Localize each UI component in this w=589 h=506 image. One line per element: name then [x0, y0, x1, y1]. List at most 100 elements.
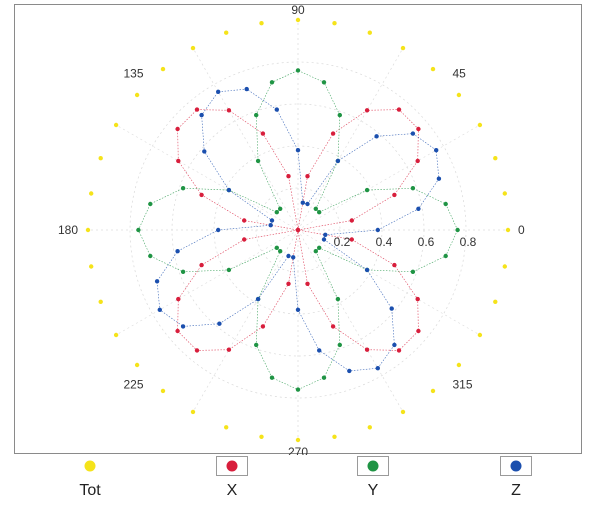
point-z-22: [180, 324, 186, 329]
grid-circle-1: [213, 145, 383, 315]
point-z-20: [154, 279, 160, 284]
point-y-23: [278, 249, 283, 254]
point-x-8: [305, 174, 310, 179]
legend-dot-z: [510, 460, 522, 472]
point-z-17: [268, 223, 273, 228]
point-tot-30: [400, 409, 406, 415]
point-z-24: [255, 296, 261, 302]
point-x-31: [396, 348, 402, 353]
point-tot-12: [190, 45, 196, 51]
grid-spoke-240: [192, 229, 299, 413]
point-z-2: [436, 176, 442, 181]
radial-tick-label-3: 0.8: [460, 235, 477, 249]
point-z-32: [389, 306, 394, 311]
legend-item-x[interactable]: X: [212, 456, 252, 500]
point-x-24: [226, 347, 232, 352]
point-x-3: [415, 158, 420, 164]
point-z-23: [217, 321, 222, 326]
angle-label-135: 135: [123, 67, 143, 81]
point-y-25: [254, 342, 259, 348]
point-z-5: [374, 134, 379, 139]
point-y-3: [364, 187, 370, 193]
point-x-13: [194, 107, 200, 112]
legend-dot-x: [226, 460, 238, 472]
point-x-19: [242, 237, 247, 242]
point-x-7: [330, 131, 336, 136]
point-y-10: [269, 80, 275, 85]
point-tot-9: [295, 17, 301, 23]
point-x-17: [242, 218, 247, 223]
legend-swatch-z: [500, 456, 532, 476]
grid-spoke-150: [115, 124, 299, 231]
point-tot-35: [502, 264, 507, 269]
angle-label-90: 90: [291, 5, 305, 17]
point-tot-20: [98, 299, 103, 304]
point-y-29: [337, 342, 342, 348]
point-x-20: [199, 262, 204, 268]
legend-item-y[interactable]: Y: [353, 456, 393, 500]
point-x-1: [349, 218, 354, 223]
point-y-31: [313, 249, 318, 254]
point-y-2: [410, 186, 416, 191]
point-y-27: [295, 387, 301, 392]
point-z-11: [244, 86, 249, 92]
point-z-31: [392, 342, 397, 348]
point-tot-7: [367, 30, 372, 35]
point-tot-33: [477, 332, 483, 338]
series-layer: [85, 17, 511, 443]
point-z-28: [317, 348, 322, 353]
point-z-12: [216, 89, 221, 95]
point-tot-2: [493, 156, 498, 161]
point-x-22: [175, 328, 180, 334]
point-z-35: [323, 232, 328, 237]
point-tot-25: [224, 425, 229, 430]
point-y-5: [313, 206, 318, 211]
point-x-21: [176, 296, 181, 302]
point-tot-24: [190, 409, 196, 415]
point-y-26: [269, 375, 275, 380]
point-y-18: [136, 227, 141, 233]
point-x-35: [349, 237, 354, 242]
point-x-25: [260, 324, 266, 329]
point-y-7: [337, 112, 342, 118]
legend-label-tot: Tot: [79, 482, 101, 499]
point-x-12: [226, 108, 232, 113]
point-z-3: [434, 148, 439, 153]
point-tot-8: [332, 21, 337, 26]
point-y-22: [274, 245, 279, 250]
point-x-26: [286, 281, 291, 286]
point-z-1: [416, 206, 421, 211]
point-x-5: [396, 107, 402, 112]
point-y-19: [148, 253, 153, 259]
polar-plot: 0 45 90 135 180 225 270 315 0.2 0.4 0.6 0.8: [58, 5, 525, 455]
point-y-14: [274, 210, 279, 215]
grid-spoke-210: [115, 229, 299, 336]
point-z-15: [226, 187, 232, 193]
radial-tick-label-0: 0.2: [334, 235, 351, 249]
point-tot-0: [505, 227, 511, 233]
point-x-6: [364, 108, 370, 113]
point-tot-31: [430, 388, 436, 394]
legend-item-tot[interactable]: Tot: [70, 456, 110, 500]
legend-label-x: X: [226, 482, 238, 499]
legend-dot-y: [367, 460, 379, 472]
grid-spoke-120: [192, 47, 299, 231]
point-tot-22: [134, 362, 140, 368]
point-tot-4: [456, 92, 462, 98]
point-tot-6: [400, 45, 406, 51]
point-tot-15: [113, 122, 119, 128]
point-tot-14: [134, 92, 140, 98]
point-y-30: [335, 296, 341, 302]
angle-label-45: 45: [453, 67, 467, 81]
angle-label-270: 270: [288, 445, 308, 455]
legend-dot-tot: [84, 460, 96, 472]
point-y-8: [321, 80, 327, 85]
legend-item-z[interactable]: Z: [496, 456, 536, 500]
point-z-0: [375, 227, 380, 233]
point-tot-3: [477, 122, 483, 128]
angle-label-315: 315: [453, 378, 473, 392]
polar-grid: [88, 20, 508, 440]
point-x-2: [392, 192, 397, 198]
point-z-10: [274, 107, 279, 112]
point-y-4: [317, 210, 322, 215]
